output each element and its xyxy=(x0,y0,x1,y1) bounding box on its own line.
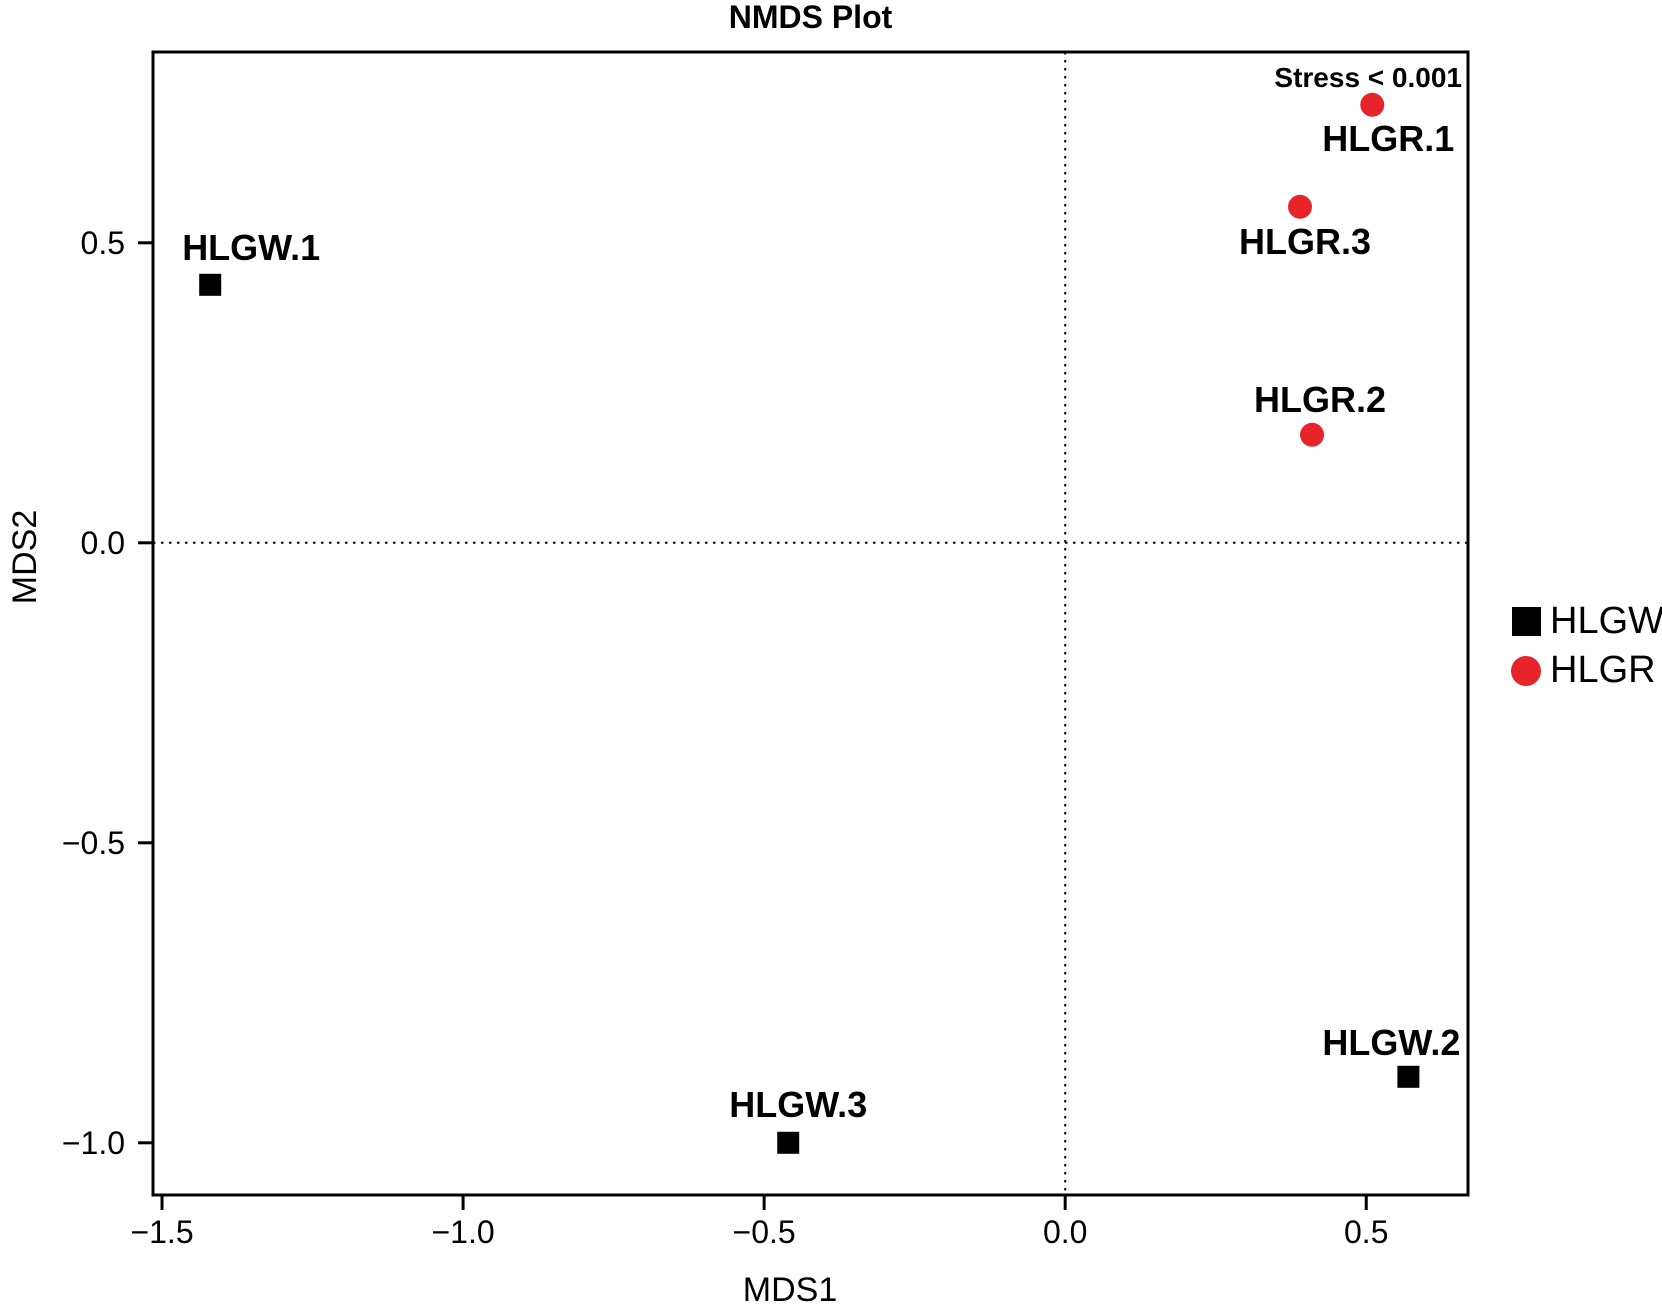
legend-item-hlgw: HLGW xyxy=(1505,597,1662,646)
legend-item-hlgr: HLGR xyxy=(1505,646,1662,695)
stress-annotation: Stress < 0.001 xyxy=(1274,62,1462,93)
y-axis-label: MDS2 xyxy=(6,509,44,605)
x-tick-label: −1.5 xyxy=(130,1214,193,1250)
point-label-hlgw-1: HLGW.1 xyxy=(182,227,320,268)
legend: HLGW HLGR xyxy=(1505,597,1662,695)
data-point-hlgw-3 xyxy=(777,1131,800,1154)
y-tick-label: 0.5 xyxy=(81,225,125,261)
point-label-hlgw-2: HLGW.2 xyxy=(1322,1022,1460,1063)
data-point-hlgw-1 xyxy=(199,273,222,296)
point-label-hlgw-3: HLGW.3 xyxy=(729,1084,867,1125)
hlgr-circle-marker-icon xyxy=(1511,655,1541,686)
data-point-hlgw-2 xyxy=(1397,1065,1420,1088)
legend-label-hlgw: HLGW xyxy=(1550,600,1662,642)
y-tick-label: −1.0 xyxy=(62,1125,125,1161)
x-tick-label: 0.5 xyxy=(1344,1214,1388,1250)
chart-title: NMDS Plot xyxy=(728,0,893,35)
point-label-hlgr-1: HLGR.1 xyxy=(1322,118,1454,159)
plot-border xyxy=(151,50,1470,1197)
x-tick-label: −0.5 xyxy=(733,1214,796,1250)
point-label-hlgr-3: HLGR.3 xyxy=(1239,221,1371,262)
x-tick-label: −1.0 xyxy=(431,1214,494,1250)
x-tick-label: 0.0 xyxy=(1043,1214,1087,1250)
data-point-hlgr-1 xyxy=(1360,92,1385,117)
data-point-hlgr-3 xyxy=(1288,194,1313,219)
hlgw-square-marker-icon xyxy=(1512,607,1541,636)
x-axis-label: MDS1 xyxy=(742,1271,838,1308)
y-tick-label: −0.5 xyxy=(62,825,125,861)
legend-label-hlgr: HLGR xyxy=(1550,649,1656,691)
data-point-hlgr-2 xyxy=(1300,422,1325,447)
point-label-hlgr-2: HLGR.2 xyxy=(1254,379,1386,420)
y-tick-label: 0.0 xyxy=(81,525,125,561)
